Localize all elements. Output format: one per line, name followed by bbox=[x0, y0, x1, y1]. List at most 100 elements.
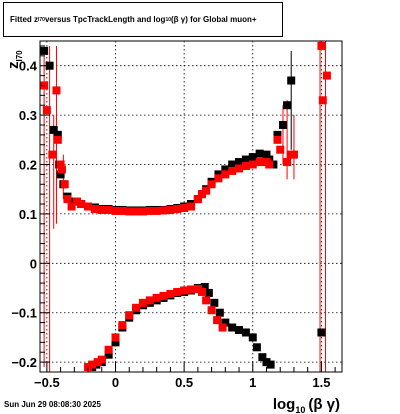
red-point bbox=[52, 86, 61, 95]
red-point bbox=[241, 161, 250, 170]
red-point bbox=[125, 311, 134, 320]
y-tick-label: 0.2 bbox=[19, 158, 37, 173]
red-point bbox=[152, 293, 161, 302]
red-point bbox=[265, 160, 274, 169]
red-point bbox=[180, 203, 189, 212]
black-point bbox=[235, 326, 244, 335]
red-point bbox=[84, 202, 93, 211]
red-point bbox=[187, 285, 195, 294]
x-tick-label: −0.5 bbox=[34, 375, 60, 390]
red-point bbox=[48, 150, 57, 159]
black-point bbox=[204, 288, 213, 297]
red-point bbox=[197, 190, 206, 199]
red-point bbox=[213, 316, 222, 325]
y-tick-label: 0.3 bbox=[19, 108, 37, 123]
black-point bbox=[278, 120, 287, 129]
black-point bbox=[200, 283, 209, 292]
red-point bbox=[221, 170, 230, 179]
black-point bbox=[252, 343, 261, 352]
red-point bbox=[166, 289, 175, 298]
black-point bbox=[269, 160, 278, 169]
red-point bbox=[159, 206, 168, 215]
black-point bbox=[40, 46, 49, 55]
y-axis-label-main: z bbox=[5, 62, 22, 70]
black-point bbox=[111, 338, 120, 347]
red-point bbox=[118, 206, 127, 215]
red-point bbox=[283, 158, 292, 167]
black-point bbox=[255, 149, 264, 158]
red-point bbox=[145, 296, 154, 305]
red-point bbox=[125, 207, 134, 216]
red-point bbox=[53, 135, 62, 144]
black-point bbox=[262, 358, 271, 367]
y-axis-label-sub: I70 bbox=[15, 50, 24, 62]
red-point bbox=[93, 358, 102, 367]
red-point bbox=[207, 306, 216, 315]
black-point bbox=[262, 150, 271, 159]
x-tick-label: 0.5 bbox=[175, 375, 193, 390]
black-point bbox=[221, 165, 230, 174]
red-point bbox=[173, 204, 182, 213]
black-point bbox=[228, 323, 237, 332]
black-point bbox=[248, 333, 257, 342]
data-points bbox=[40, 41, 331, 372]
red-point bbox=[197, 287, 206, 296]
red-point bbox=[317, 41, 326, 50]
red-point bbox=[111, 206, 120, 215]
x-axis-label-sub: 10 bbox=[295, 405, 305, 414]
red-point bbox=[218, 323, 227, 332]
black-point bbox=[53, 130, 62, 139]
red-point bbox=[60, 180, 69, 189]
black-point bbox=[273, 130, 282, 139]
red-point bbox=[193, 195, 202, 204]
red-point bbox=[42, 106, 51, 115]
red-point bbox=[193, 285, 202, 294]
red-point bbox=[173, 287, 182, 296]
x-tick-label: 0 bbox=[112, 375, 119, 390]
red-point bbox=[202, 186, 211, 195]
black-point bbox=[258, 353, 267, 362]
red-point bbox=[97, 205, 106, 214]
red-point bbox=[276, 145, 285, 154]
red-point bbox=[132, 303, 141, 312]
red-point bbox=[138, 298, 147, 307]
black-point bbox=[228, 160, 237, 169]
red-point bbox=[180, 286, 189, 295]
red-point bbox=[235, 164, 244, 173]
title-sub-1: I70 bbox=[38, 16, 45, 23]
red-point bbox=[145, 206, 154, 215]
red-point bbox=[57, 165, 66, 174]
black-point bbox=[235, 158, 244, 167]
title-part-3: (β γ) for Global muon+ bbox=[171, 15, 257, 24]
red-point bbox=[273, 135, 282, 144]
red-point bbox=[289, 150, 298, 159]
red-point bbox=[152, 206, 161, 215]
black-point bbox=[49, 125, 58, 134]
title-part-1: Fitted z bbox=[10, 15, 38, 24]
x-axis-label-rest: (β γ) bbox=[308, 396, 340, 413]
red-point bbox=[63, 195, 72, 204]
black-point bbox=[215, 308, 224, 317]
black-point bbox=[287, 76, 296, 85]
red-point bbox=[255, 158, 264, 167]
red-point bbox=[138, 207, 147, 216]
red-point bbox=[67, 202, 76, 211]
red-point bbox=[118, 321, 127, 330]
red-point bbox=[88, 360, 97, 369]
black-point bbox=[266, 360, 275, 369]
x-tick-label: 1 bbox=[249, 375, 256, 390]
tick-labels: −0.5 0 0.5 1 1.5 −0.2 −0.1 0 0.1 0.2 0.3 0.4 bbox=[11, 59, 330, 390]
axis-ticks bbox=[40, 45, 336, 372]
red-point bbox=[228, 166, 237, 175]
black-point bbox=[248, 153, 257, 162]
red-point bbox=[202, 296, 211, 305]
plot-frame bbox=[39, 40, 343, 373]
red-point bbox=[111, 333, 120, 342]
x-axis-label: log10 (β γ) bbox=[273, 396, 340, 414]
red-point bbox=[73, 197, 82, 206]
title-sub-2: 10 bbox=[165, 16, 171, 23]
black-point bbox=[283, 101, 292, 110]
red-point bbox=[90, 204, 99, 213]
y-axis-label: zI70 bbox=[5, 50, 24, 69]
